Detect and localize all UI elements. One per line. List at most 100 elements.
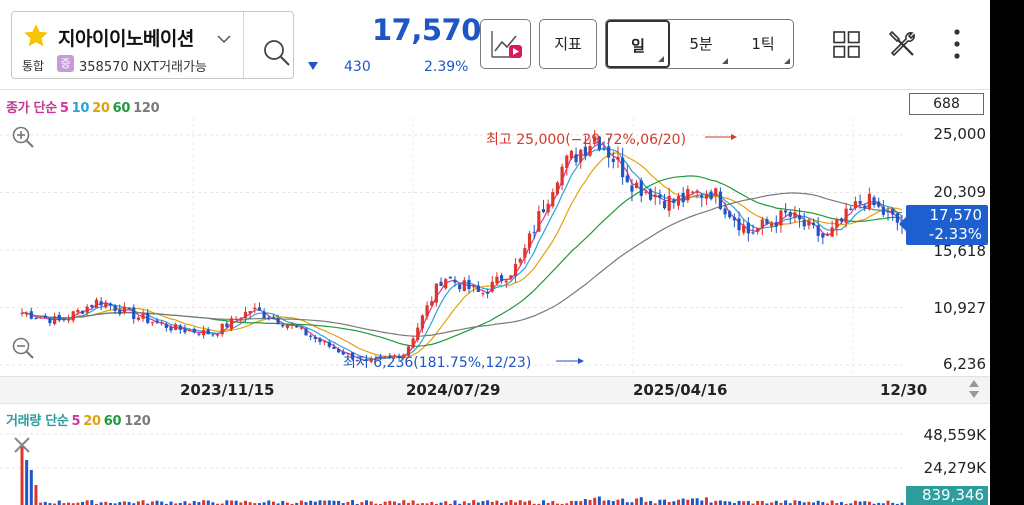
volume-bar <box>281 500 285 505</box>
volume-bar <box>569 500 573 505</box>
star-icon[interactable] <box>22 22 50 50</box>
candle-body <box>369 358 373 362</box>
period-selector: 일 5분 1틱 <box>605 19 794 69</box>
ma-legend-20: 20 <box>92 101 110 116</box>
candle-body <box>835 220 839 228</box>
candle-body <box>318 338 322 342</box>
vol-legend-60: 60 <box>103 414 122 429</box>
current-price-tag-value: 17,570 <box>929 206 983 224</box>
volume-bar <box>751 503 755 505</box>
volume-bar <box>895 503 899 505</box>
volume-bar <box>202 500 206 505</box>
chart-counter-box[interactable]: 688 <box>909 93 984 115</box>
volume-bar <box>700 500 704 505</box>
candle-body <box>192 328 196 333</box>
volume-bar <box>337 500 341 505</box>
candle-body <box>360 359 364 361</box>
volume-chart[interactable] <box>0 430 906 505</box>
candle-body <box>267 317 271 319</box>
candle-body <box>569 150 574 159</box>
volume-bar <box>518 500 522 505</box>
volume-bar <box>99 502 103 505</box>
volume-bar <box>81 501 85 505</box>
candle-body <box>546 203 550 213</box>
chevron-down-icon[interactable] <box>216 34 232 44</box>
candle-body <box>99 301 103 306</box>
volume-bar <box>360 502 364 505</box>
indicator-button[interactable]: 지표 <box>539 19 597 69</box>
candle-body <box>872 197 876 206</box>
volume-bar <box>118 502 122 505</box>
candle-body <box>276 317 280 325</box>
volume-bar <box>351 500 355 505</box>
candle-body <box>383 356 387 358</box>
candle-body <box>821 233 825 238</box>
candle-body <box>290 324 294 326</box>
candle-body <box>234 319 238 321</box>
volume-bar <box>211 502 215 505</box>
volume-bar <box>383 501 387 505</box>
more-vertical-icon[interactable] <box>953 28 961 60</box>
volume-bar <box>425 503 429 505</box>
candle-body <box>644 191 648 193</box>
volume-bar <box>667 501 671 505</box>
volume-bar <box>830 500 834 505</box>
candle-body <box>197 333 201 335</box>
volume-bar <box>621 498 625 505</box>
candle-body <box>420 315 425 329</box>
search-icon[interactable] <box>262 38 292 68</box>
tools-icon[interactable] <box>887 29 917 59</box>
volume-bar <box>704 497 708 505</box>
volume-bar <box>276 503 280 505</box>
candle-body <box>174 324 178 331</box>
candle-body <box>113 305 117 311</box>
candle-body <box>262 311 266 318</box>
volume-bar <box>192 501 196 505</box>
grid-icon[interactable] <box>833 31 860 58</box>
candle-body <box>402 354 406 358</box>
volume-bar <box>285 502 289 505</box>
ma-line-10 <box>21 147 903 361</box>
candle-body <box>85 306 89 313</box>
volume-bar <box>132 503 136 505</box>
candle-body <box>742 225 746 233</box>
period-day-button[interactable]: 일 <box>606 20 670 68</box>
stock-selector[interactable]: 지아이이노베이션 통합 증 358570 NXT거래가능 <box>11 11 294 79</box>
volume-bar <box>220 503 224 505</box>
crosshair-icon[interactable] <box>13 436 31 454</box>
date-axis[interactable]: 2023/11/15 2024/07/29 2025/04/16 12/30 <box>0 376 990 404</box>
price-ma-legend[interactable]: 종가 단순 5 10 20 60 120 <box>6 97 162 116</box>
volume-ma-legend[interactable]: 거래량 단순 5 20 60 120 <box>6 410 154 429</box>
candle-body <box>439 281 443 287</box>
zoom-in-icon[interactable] <box>11 125 35 149</box>
candle-body <box>783 210 788 213</box>
volume-bar <box>48 503 52 505</box>
candle-body <box>388 355 392 357</box>
stock-name[interactable]: 지아이이노베이션 <box>58 28 194 50</box>
price-chart[interactable] <box>0 118 906 374</box>
current-price: 17,570 <box>372 13 481 47</box>
candle-body <box>52 316 57 325</box>
period-5min-button[interactable]: 5분 <box>670 20 732 68</box>
candle-body <box>881 206 885 215</box>
volume-bar <box>160 501 164 505</box>
period-1tick-button[interactable]: 1틱 <box>732 20 793 68</box>
zoom-out-icon[interactable] <box>11 336 35 360</box>
chart-analysis-button[interactable] <box>480 19 531 69</box>
candle-body <box>285 324 289 328</box>
volume-bar <box>630 502 634 505</box>
candle-body <box>509 275 513 279</box>
period-day-label: 일 <box>631 37 645 55</box>
candle-body <box>257 307 262 311</box>
volume-bar <box>341 503 345 505</box>
volume-bar <box>90 500 94 505</box>
volume-bar <box>295 502 299 505</box>
volume-bar <box>304 502 308 505</box>
volume-bar <box>216 503 220 505</box>
volume-bar <box>262 502 266 505</box>
scroll-updown-icon[interactable] <box>967 378 981 400</box>
volume-bar <box>737 500 741 505</box>
volume-bar <box>248 502 252 505</box>
candle-body <box>281 324 285 327</box>
candle-body <box>686 189 690 201</box>
